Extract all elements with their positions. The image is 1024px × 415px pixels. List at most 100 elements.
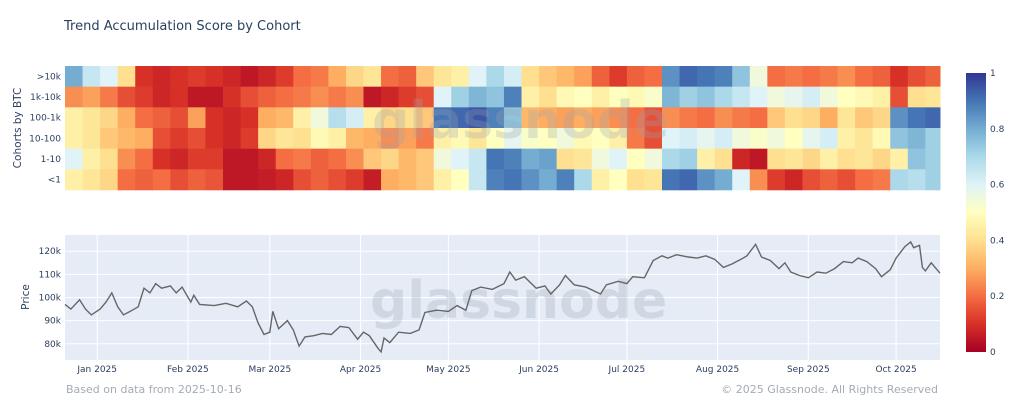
heatmap-cell: [890, 148, 909, 170]
heatmap-cell: [381, 169, 400, 191]
heatmap-cell: [205, 86, 224, 108]
heatmap-cell: [135, 148, 154, 170]
colorbar-tick-label: 0.6: [990, 181, 1005, 191]
heatmap-cell: [205, 128, 224, 149]
heatmap-cell: [117, 169, 136, 191]
heatmap-cell: [345, 66, 364, 87]
heatmap-cell: [240, 107, 259, 129]
colorbar-ticks: 0 0.2 0.4 0.6 0.8 1: [990, 69, 1005, 358]
heatmap-cell: [539, 66, 558, 87]
heatmap-cell: [170, 128, 189, 149]
price-y-tick-label: 80k: [44, 340, 61, 350]
heatmap-cell: [837, 66, 856, 87]
heatmap-cell: [767, 148, 786, 170]
heatmap-cell: [820, 66, 839, 87]
heatmap-cell: [609, 148, 628, 170]
heatmap-y-axis-title: Cohorts by BTC: [12, 88, 24, 169]
heatmap-cell: [679, 66, 698, 87]
heatmap-cell: [732, 169, 751, 191]
heatmap-cell: [767, 86, 786, 108]
heatmap-cell: [697, 148, 716, 170]
heatmap-cell: [451, 107, 470, 129]
heatmap-cell: [521, 66, 540, 87]
heatmap-cell: [767, 66, 786, 87]
colorbar-tick-label: 0.2: [990, 292, 1004, 302]
price-x-tick-label: Jul 2025: [608, 365, 646, 375]
heatmap-cell: [433, 128, 452, 149]
heatmap-cell: [714, 86, 733, 108]
heatmap-cell: [591, 66, 610, 87]
heatmap-cell: [802, 148, 821, 170]
heatmap-cell: [117, 86, 136, 108]
price-x-tick-label: Aug 2025: [696, 365, 739, 375]
heatmap-cell: [416, 107, 435, 129]
heatmap-cell: [468, 148, 487, 170]
heatmap-cell: [152, 107, 171, 129]
heatmap-cell: [925, 86, 941, 108]
heatmap-cell: [714, 148, 733, 170]
heatmap-cell: [697, 169, 716, 191]
heatmap-cell: [837, 86, 856, 108]
heatmap-cell: [363, 169, 382, 191]
heatmap-cell: [258, 107, 277, 129]
heatmap-cell: [328, 128, 347, 149]
heatmap-cell: [293, 128, 312, 149]
heatmap-cell: [187, 128, 206, 149]
heatmap-cell: [486, 107, 505, 129]
heatmap-cell: [258, 128, 277, 149]
heatmap-cell: [644, 169, 663, 191]
heatmap-cell: [82, 148, 101, 170]
footer-data-date: Based on data from 2025-10-16: [66, 383, 242, 396]
heatmap-cell: [697, 66, 716, 87]
heatmap-cell: [205, 107, 224, 129]
heatmap-cell: [591, 148, 610, 170]
heatmap-cell: [907, 86, 926, 108]
heatmap-cell: [925, 128, 941, 149]
heatmap-cell: [697, 128, 716, 149]
heatmap-cell: [310, 148, 329, 170]
heatmap-cell: [486, 66, 505, 87]
heatmap-cell: [223, 169, 242, 191]
heatmap-cell: [310, 128, 329, 149]
heatmap-cell: [732, 107, 751, 129]
heatmap-cell: [855, 86, 874, 108]
price-x-tick-label: Jan 2025: [76, 365, 117, 375]
heatmap-cell: [644, 66, 663, 87]
heatmap-cell: [820, 86, 839, 108]
heatmap-cell: [521, 86, 540, 108]
heatmap-cell: [345, 169, 364, 191]
heatmap-cell: [626, 148, 645, 170]
heatmap-cell: [714, 128, 733, 149]
heatmap-cell: [170, 169, 189, 191]
colorbar-tick-label: 0.4: [990, 236, 1005, 246]
heatmap-cell: [679, 148, 698, 170]
heatmap-cell: [539, 107, 558, 129]
heatmap-cell: [784, 169, 803, 191]
heatmap-cell: [503, 86, 523, 108]
heatmap-cell: [855, 107, 874, 129]
heatmap-cell: [65, 128, 84, 149]
heatmap-cell: [240, 128, 259, 149]
heatmap-cell: [398, 169, 417, 191]
heatmap-cell: [381, 66, 400, 87]
heatmap-cell: [468, 66, 487, 87]
heatmap-cell: [82, 66, 101, 87]
heatmap-cell: [521, 169, 540, 191]
heatmap-cell: [187, 169, 206, 191]
heatmap-cell: [381, 128, 400, 149]
heatmap-cell: [433, 66, 452, 87]
heatmap-cell: [749, 66, 768, 87]
heatmap-cell: [749, 107, 768, 129]
heatmap-cell: [152, 86, 171, 108]
heatmap-cell: [205, 169, 224, 191]
heatmap-cell: [784, 148, 803, 170]
heatmap-cell: [644, 148, 663, 170]
heatmap-cell: [328, 169, 347, 191]
heatmap-cell: [591, 128, 610, 149]
heatmap-cell: [328, 148, 347, 170]
price-gridlines: [65, 235, 940, 360]
heatmap-cell: [784, 66, 803, 87]
heatmap-cell: [679, 107, 698, 129]
heatmap-cell: [714, 107, 733, 129]
